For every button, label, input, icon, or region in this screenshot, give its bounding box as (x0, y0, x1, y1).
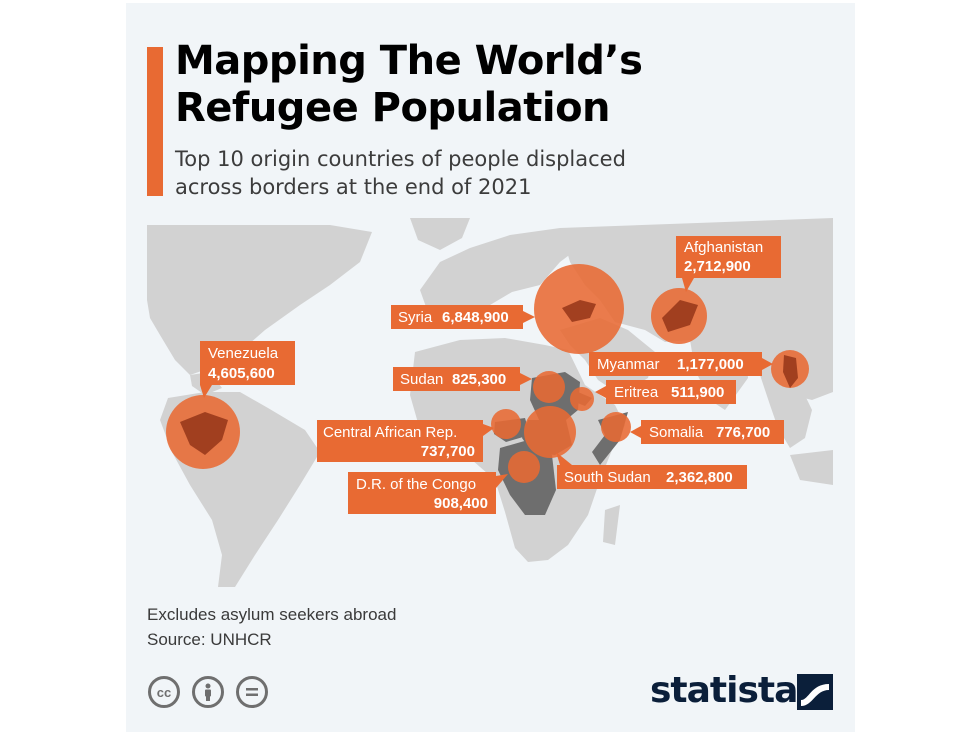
callout-pointer-somalia (630, 426, 641, 438)
label-afghanistan-name: Afghanistan (684, 239, 763, 256)
label-south-sudan-name: South Sudan (564, 469, 651, 486)
callout-box-afghanistan (676, 236, 781, 278)
indonesia-landmass (790, 450, 833, 485)
callout-box-somalia (641, 420, 784, 444)
north-america-landmass (147, 225, 372, 375)
statista-mark-icon (801, 684, 829, 706)
callout-pointer-eritrea (595, 386, 606, 398)
callout-box-drc (348, 472, 496, 514)
madagascar-landmass (603, 505, 620, 545)
syria-silhouette (562, 300, 596, 322)
label-eritrea-name: Eritrea (614, 384, 659, 401)
bubble-south-sudan (524, 406, 576, 458)
callout-box-myanmar (589, 352, 762, 376)
bubble-somalia (601, 412, 631, 442)
title-line-1: Mapping The World’s (175, 38, 643, 84)
label-south-sudan-value: 2,362,800 (666, 469, 733, 486)
myanmar-silhouette (783, 355, 798, 388)
world-map: Afghanistan 2,712,900 Syria 6,848,900 Ve… (147, 218, 833, 587)
callout-pointer-sudan (520, 373, 532, 385)
callout-pointer-afghanistan (682, 278, 694, 292)
afghanistan-silhouette (662, 300, 698, 332)
label-sudan-value: 825,300 (452, 371, 506, 388)
person-glyph (205, 683, 211, 701)
bubble-sudan (533, 371, 565, 403)
page-title: Mapping The World’s Refugee Population (175, 38, 835, 132)
callout-pointer-south-sudan (556, 452, 572, 465)
callout-pointer-myanmar (762, 358, 773, 370)
label-somalia-value: 776,700 (716, 424, 770, 441)
footnote-text: Excludes asylum seekers abroad (147, 605, 397, 624)
callouts: Afghanistan 2,712,900 Syria 6,848,900 Ve… (200, 236, 784, 514)
label-myanmar-value: 1,177,000 (677, 356, 744, 373)
subtitle-line-1: Top 10 origin countries of people displa… (175, 147, 626, 171)
callout-pointer-car (483, 424, 494, 436)
callout-pointer-syria (523, 311, 535, 323)
label-drc-value: 908,400 (434, 495, 488, 512)
greenland-landmass (410, 218, 470, 250)
callout-box-syria (391, 305, 523, 329)
accent-bar (147, 47, 163, 196)
bubble-car (491, 409, 521, 439)
label-venezuela-name: Venezuela (208, 345, 279, 362)
equals-glyph (246, 688, 258, 696)
country-silhouettes (180, 300, 798, 455)
label-drc-name: D.R. of the Congo (356, 476, 476, 493)
callout-box-south-sudan (557, 465, 747, 489)
label-sudan-name: Sudan (400, 371, 443, 388)
source-text: Source: UNHCR (147, 630, 272, 649)
label-syria-value: 6,848,900 (442, 309, 509, 326)
label-afghanistan-value: 2,712,900 (684, 258, 751, 275)
title-line-2: Refugee Population (175, 85, 611, 131)
label-myanmar-name: Myanmar (597, 356, 660, 373)
label-eritrea-value: 511,900 (671, 384, 724, 401)
statista-logo-mark (797, 674, 833, 710)
callout-pointer-venezuela (200, 385, 212, 398)
callout-box-sudan (393, 367, 520, 391)
person-icon[interactable] (192, 676, 224, 708)
label-syria-name: Syria (398, 309, 433, 326)
bubbles (166, 264, 809, 483)
bubble-eritrea (570, 387, 594, 411)
subtitle-line-2: across borders at the end of 2021 (175, 175, 532, 199)
callout-box-car (317, 420, 483, 462)
label-venezuela-value: 4,605,600 (208, 365, 275, 382)
callout-pointer-drc (496, 474, 508, 488)
subtitle: Top 10 origin countries of people displa… (175, 145, 735, 201)
europe-landmass (420, 228, 600, 325)
venezuela-silhouette (180, 412, 228, 455)
cc-icon[interactable]: cc (148, 676, 180, 708)
callout-box-venezuela (200, 341, 295, 385)
bubble-drc (508, 451, 540, 483)
statista-logo-text[interactable]: statista (650, 670, 798, 711)
se-asia-landmass (760, 375, 812, 448)
callout-box-eritrea (606, 380, 736, 404)
label-somalia-name: Somalia (649, 424, 704, 441)
equals-icon[interactable] (236, 676, 268, 708)
label-car-value: 737,700 (421, 443, 475, 460)
label-car-name: Central African Rep. (323, 424, 457, 441)
